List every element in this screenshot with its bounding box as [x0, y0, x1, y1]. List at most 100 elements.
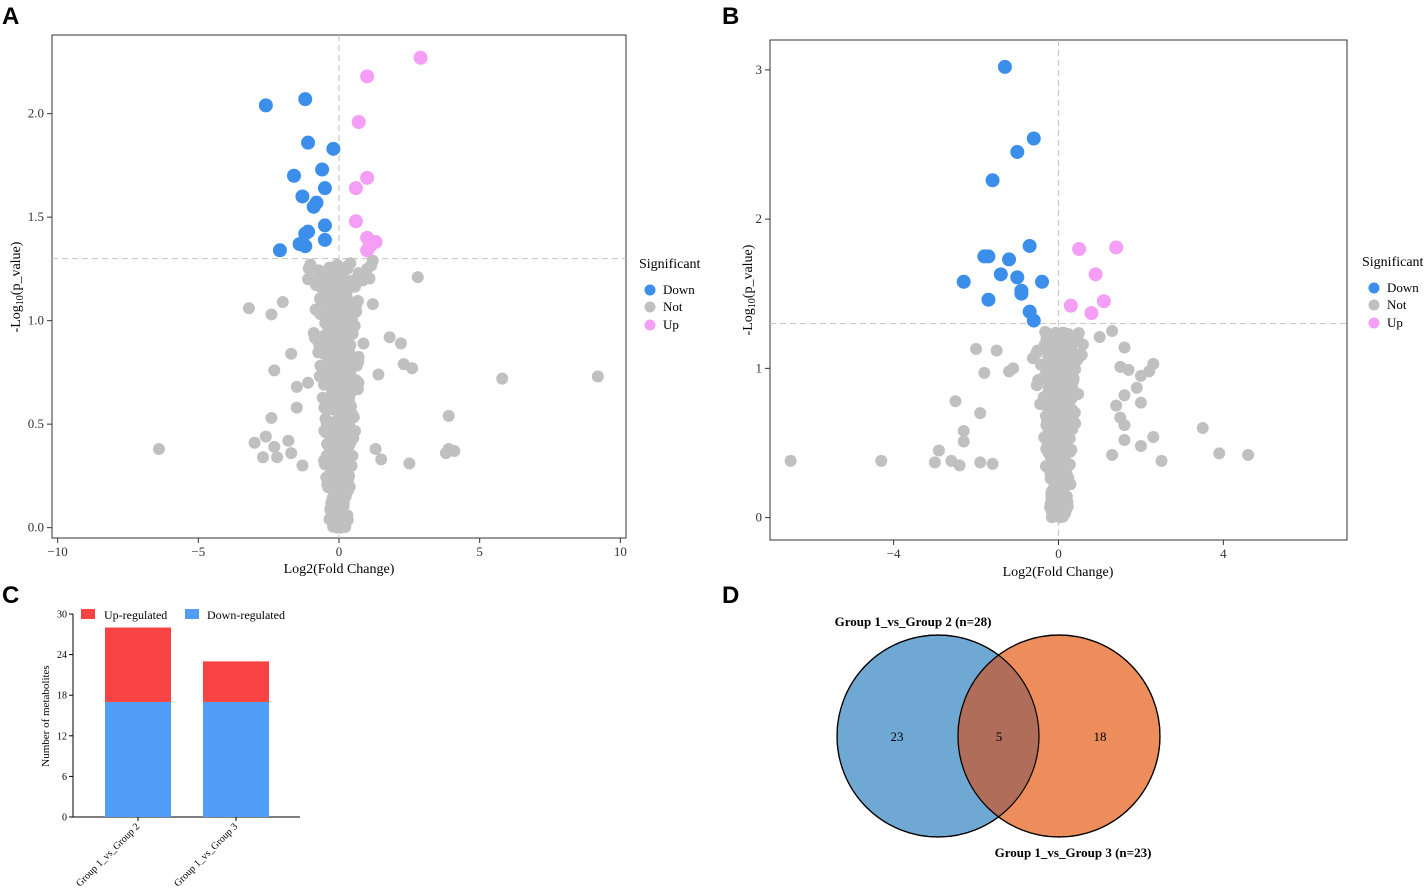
not-significant-point: [1059, 337, 1072, 350]
down-regulated-point: [317, 218, 332, 233]
not-significant-point: [331, 462, 344, 475]
down-regulated-point: [306, 199, 321, 214]
venn-title-group-3: Group 1_vs_Group 3 (n=23): [995, 845, 1152, 860]
not-significant-point: [265, 411, 278, 424]
not-significant-point: [970, 342, 983, 355]
not-significant-point: [323, 446, 336, 459]
not-significant-point: [366, 298, 379, 311]
y-tick-label: 1.0: [28, 313, 44, 328]
not-significant-point: [1118, 389, 1131, 402]
not-significant-point: [1044, 352, 1057, 365]
not-significant-point: [383, 331, 396, 344]
not-significant-point: [1155, 454, 1168, 467]
legend-swatch-up-b: [1368, 317, 1380, 329]
down-regulated-point: [317, 181, 332, 196]
y-tick-label: 3: [756, 62, 763, 77]
not-significant-point: [325, 322, 338, 335]
not-significant-point: [375, 453, 388, 466]
not-significant-point: [974, 407, 987, 420]
x-tick-label: 10: [614, 544, 627, 559]
y-tick-label: 30: [57, 610, 67, 621]
not-significant-point: [276, 296, 289, 309]
up-regulated-point: [1088, 267, 1103, 282]
legend-label-down-a: Down: [663, 282, 695, 297]
not-significant-point: [1045, 486, 1058, 499]
not-significant-point: [1196, 422, 1209, 435]
bar-segment-down-regulated: [203, 701, 269, 817]
not-significant-point: [268, 440, 281, 453]
not-significant-point: [986, 457, 999, 470]
y-axis-title-rest-b: (p_value): [741, 244, 756, 298]
panel-letter-a: A: [2, 3, 19, 30]
y-tick-label: 2.0: [28, 106, 44, 121]
not-significant-point: [974, 456, 987, 469]
not-significant-point: [1030, 379, 1043, 392]
legend-swatch-up-a: [644, 319, 656, 331]
not-significant-point: [1130, 381, 1143, 394]
not-significant-point: [1065, 392, 1078, 405]
not-significant-point: [1054, 418, 1067, 431]
legend-title-b: Significant: [1362, 255, 1424, 270]
not-significant-point: [369, 442, 382, 455]
not-significant-point: [1106, 448, 1119, 461]
x-tick-label: −4: [887, 546, 901, 561]
legend-swatch-not-a: [644, 301, 656, 313]
not-significant-point: [327, 350, 340, 363]
x-tick-label: 5: [476, 544, 483, 559]
legend-c: Up-regulated Down-regulated: [81, 608, 285, 622]
not-significant-point: [1068, 331, 1081, 344]
not-significant-point: [1134, 369, 1147, 382]
not-significant-point: [343, 439, 356, 452]
not-significant-point: [322, 391, 335, 404]
not-significant-point: [290, 380, 303, 393]
not-significant-point: [338, 350, 351, 363]
not-significant-point: [339, 304, 352, 317]
not-significant-point: [928, 456, 941, 469]
down-regulated-point: [1026, 313, 1041, 328]
x-tick-label: −10: [47, 544, 67, 559]
not-significant-point: [1069, 363, 1082, 376]
not-significant-point: [285, 347, 298, 360]
not-significant-point: [1055, 457, 1068, 470]
y-axis-title-main-a: -Log: [9, 305, 24, 332]
up-regulated-point: [1096, 294, 1111, 309]
down-regulated-point: [301, 135, 316, 150]
not-significant-point: [326, 337, 339, 350]
not-significant-point: [366, 254, 379, 267]
not-significant-point: [308, 331, 321, 344]
bars-c: [105, 627, 269, 817]
down-regulated-point: [981, 249, 996, 264]
x-tick-label: Group 1_vs_Group 3: [172, 821, 240, 889]
not-significant-point: [1043, 445, 1056, 458]
down-regulated-point: [997, 59, 1012, 74]
y-axis-title-c: Number of metabolites: [40, 665, 52, 766]
legend-label-down-c: Down-regulated: [207, 608, 285, 622]
not-significant-point: [1093, 331, 1106, 344]
down-regulated-point: [1010, 270, 1025, 285]
not-significant-point: [325, 312, 338, 325]
not-significant-point: [1134, 439, 1147, 452]
not-significant-point: [1106, 325, 1119, 338]
bar-segment-down-regulated: [105, 701, 171, 817]
not-significant-point: [1057, 400, 1070, 413]
not-significant-point: [990, 344, 1003, 357]
not-significant-point: [350, 359, 363, 372]
y-axis-title-b: -Log10(p_value): [741, 244, 758, 335]
down-regulated-point: [1014, 286, 1029, 301]
not-significant-point: [296, 459, 309, 472]
stacked-bar-chart-c: 0 6 12 18 24 30 Group 1_vs_Group 2 Group 1_vs_G…: [40, 608, 300, 889]
y-tick-label: 2: [756, 211, 763, 226]
not-significant-point: [338, 484, 351, 497]
not-points-b: [784, 325, 1255, 524]
x-tick-label: 0: [336, 544, 343, 559]
up-regulated-point: [351, 114, 366, 129]
legend-title-a: Significant: [639, 257, 701, 272]
not-significant-point: [1055, 440, 1068, 453]
not-significant-point: [1047, 397, 1060, 410]
not-significant-point: [957, 435, 970, 448]
down-regulated-point: [956, 274, 971, 289]
not-significant-point: [496, 372, 509, 385]
up-regulated-point: [360, 243, 375, 258]
x-tick-label: Group 1_vs_Group 2: [74, 821, 142, 889]
